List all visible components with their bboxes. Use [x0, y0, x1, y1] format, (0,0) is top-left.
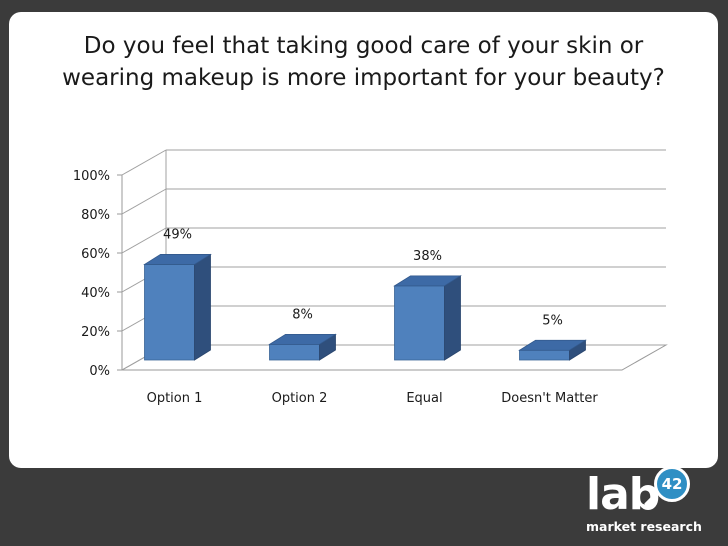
bar-option-1: [143, 253, 212, 361]
chart-title-line-2: wearing makeup is more important for you…: [62, 65, 665, 91]
y-tick-label: 60%: [81, 247, 110, 262]
y-tick-label: 0%: [89, 364, 110, 379]
logo-word: lab: [586, 469, 660, 520]
data-labels: 49% 8% 38% 5%: [163, 227, 563, 328]
gridline-side: [121, 149, 167, 176]
x-category-label: Option 2: [272, 391, 328, 406]
y-tick-label: 20%: [81, 325, 110, 340]
y-tick-label: 80%: [81, 208, 110, 223]
bar-option-2: [268, 333, 337, 361]
bar-equal: [393, 275, 462, 361]
bar-side: [444, 275, 461, 361]
bar-front: [144, 264, 195, 361]
bar-front: [394, 285, 445, 361]
bar-top: [393, 275, 462, 287]
lab42-logo: lab 42 market research: [582, 462, 722, 542]
chart-bars: [143, 253, 587, 361]
x-category-label: Option 1: [147, 391, 203, 406]
bar-top: [518, 339, 587, 351]
bar-top: [143, 254, 212, 265]
bar-front: [269, 343, 320, 361]
x-axis-labels: Option 1 Option 2 Equal Doesn't Matter: [147, 391, 599, 406]
x-category-label: Doesn't Matter: [501, 391, 598, 406]
chart-title: Do you feel that taking good care of you…: [9, 30, 718, 94]
chart-title-line-1: Do you feel that taking good care of you…: [83, 33, 644, 59]
bar-doesn-t-matter: [518, 339, 587, 361]
data-label: 38%: [413, 249, 442, 264]
y-tick-label: 40%: [81, 286, 110, 301]
y-axis-ticks: 0% 20% 40% 60% 80% 100%: [73, 169, 110, 379]
bar-side: [194, 253, 211, 361]
x-category-label: Equal: [406, 391, 442, 406]
bar-top: [268, 333, 337, 345]
gridline-side: [121, 227, 167, 254]
chart-card: Do you feel that taking good care of you…: [9, 12, 718, 468]
data-label: 8%: [292, 307, 313, 322]
logo-badge: 42: [654, 466, 690, 502]
gridline-side: [121, 188, 167, 215]
y-tick-label: 100%: [73, 169, 110, 184]
logo-tagline: market research: [586, 519, 702, 534]
data-label: 49%: [163, 227, 192, 242]
data-label: 5%: [542, 313, 563, 328]
bar-front: [519, 349, 570, 361]
